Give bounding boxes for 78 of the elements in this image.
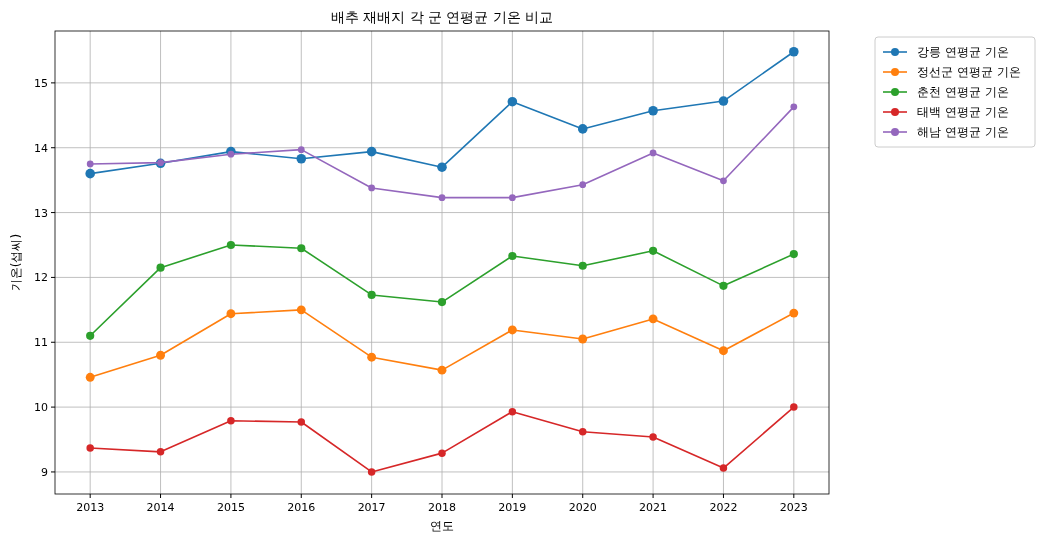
point [296,153,307,164]
point [296,305,306,315]
point [577,124,588,134]
y-axis-title: 기온(섭씨) [9,233,23,292]
y-tick-label: 10 [34,401,48,415]
x-tick-label: 2020 [568,501,597,514]
point [367,290,376,300]
point [437,162,447,172]
point [789,249,798,259]
point [437,297,447,307]
chart-title: 배추 재배지 각 군 연평균 기온 비교 [330,9,554,25]
point [578,334,588,344]
y-tick-label: 13 [34,206,48,220]
point [297,418,306,426]
point [437,365,447,375]
point [86,331,95,340]
point [156,448,165,456]
point [508,407,517,416]
point [649,433,657,441]
x-tick-label: 2013 [76,501,105,514]
point [507,325,517,335]
point [578,428,587,436]
point [508,194,516,202]
point [367,352,377,362]
x-tick-label: 2019 [498,501,527,514]
point [718,96,729,106]
y-tick-label: 12 [34,271,48,285]
point [86,444,94,452]
point [790,403,798,411]
x-tick-label: 2017 [357,501,386,514]
point [507,96,518,107]
point [438,194,446,202]
point [86,160,94,168]
legend-label: 정선군 연평균 기온 [917,65,1021,79]
point [790,103,798,111]
point [297,146,305,154]
point [85,168,95,179]
point [438,449,446,457]
legend-label: 해남 연평균 기온 [917,125,1009,139]
legend-label: 태백 연평균 기온 [917,105,1009,119]
point [368,184,376,192]
y-tick-label: 15 [34,76,48,90]
point [579,181,587,189]
point [789,308,799,318]
point [508,251,517,261]
x-axis-title: 연도 [430,519,454,533]
point [719,346,728,356]
x-tick-label: 2022 [709,501,738,514]
point [720,177,727,185]
legend-label: 춘천 연평균 기온 [917,85,1009,99]
point [789,46,799,57]
x-tick-label: 2015 [216,501,245,514]
x-tick-label: 2018 [428,501,456,514]
point [649,149,657,157]
point [648,314,658,324]
point [719,281,728,290]
point [719,464,728,472]
x-tick-label: 2014 [146,501,175,514]
point [366,146,377,157]
x-tick-label: 2021 [639,501,668,514]
y-tick-label: 9 [41,465,48,479]
x-tick-label: 2023 [779,501,808,514]
point [226,309,236,319]
point [648,105,658,116]
point [578,261,587,270]
y-tick-label: 14 [34,141,48,155]
point [367,468,376,476]
point [227,416,235,425]
point [226,240,236,250]
y-tick-label: 11 [34,336,48,350]
point [227,150,235,158]
point [85,372,95,382]
point [648,246,658,255]
x-tick-label: 2016 [287,501,316,514]
legend-label: 강릉 연평균 기온 [917,45,1009,59]
point [156,350,165,360]
point [297,244,306,253]
point [156,263,165,272]
